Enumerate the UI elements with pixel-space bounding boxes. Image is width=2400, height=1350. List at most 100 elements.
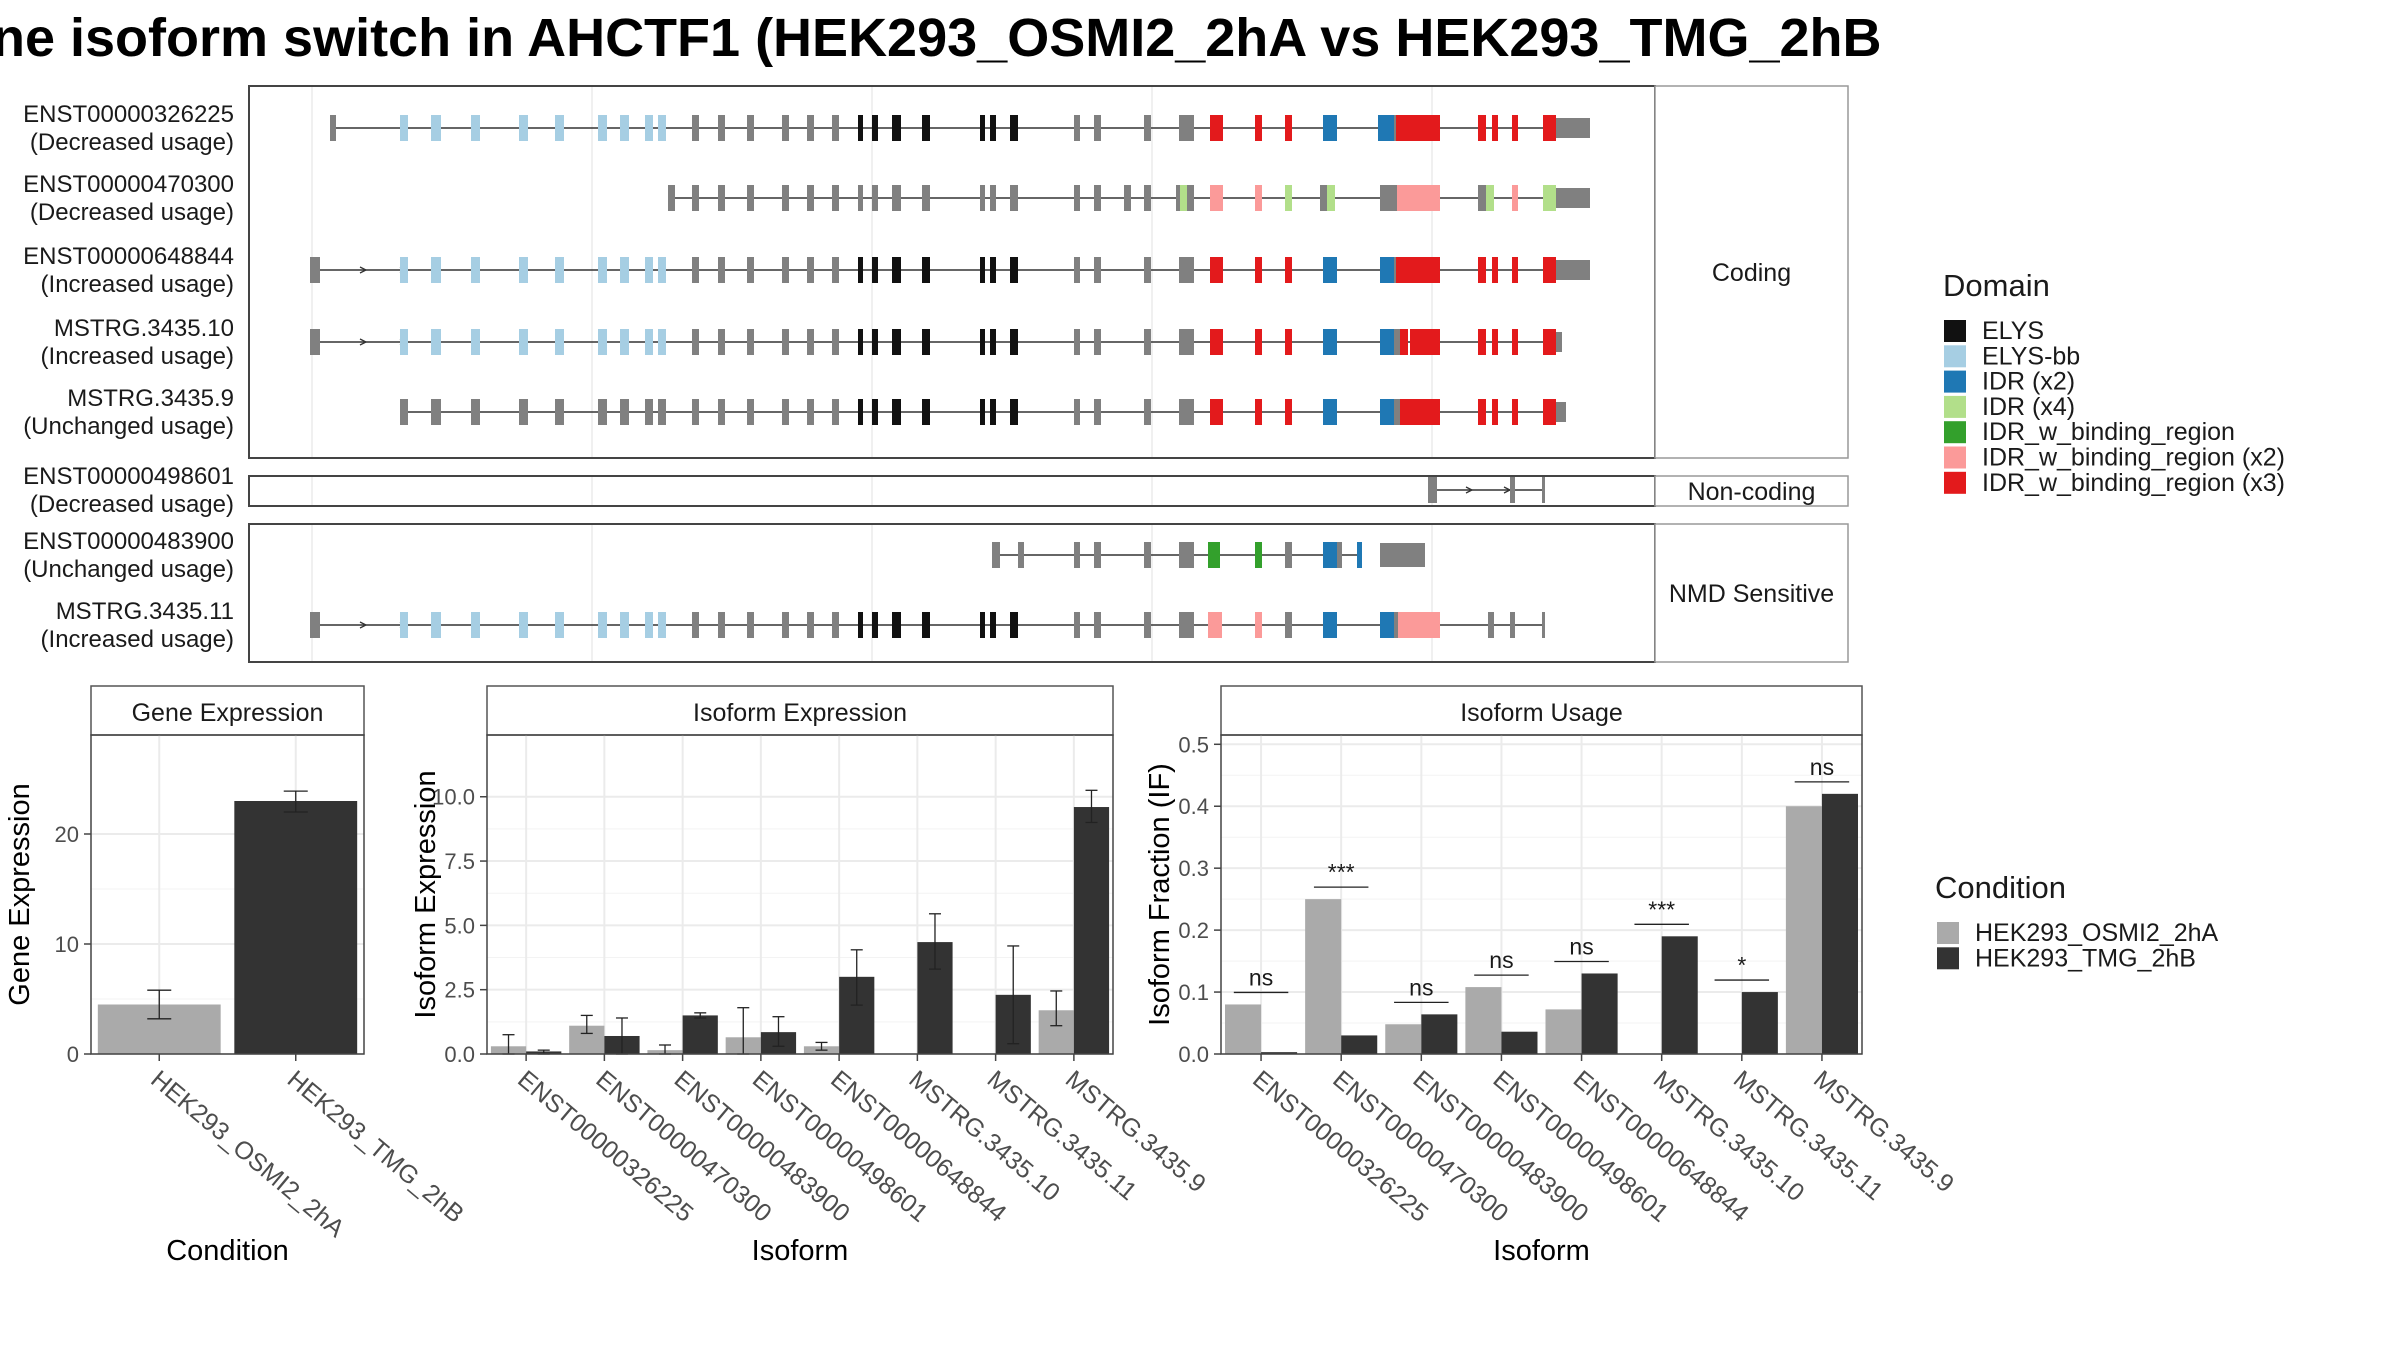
- chart-title: Gene Expression: [132, 699, 324, 727]
- exon: [555, 115, 564, 141]
- exon: [1396, 115, 1440, 141]
- exon: [1074, 257, 1080, 283]
- exon: [1394, 329, 1400, 355]
- isoform-structure-plot: Coding Non-coding NMD Sensitive ENST0000032…: [23, 85, 1849, 663]
- exon: [1543, 257, 1556, 283]
- exon: [1486, 185, 1494, 211]
- isoform-track: ENST00000326225(Decreased usage): [23, 101, 1590, 156]
- exon: [1400, 329, 1408, 355]
- exon: [598, 115, 607, 141]
- legend-swatch: [1944, 395, 1966, 418]
- exon: [1285, 542, 1292, 568]
- exon: [718, 329, 725, 355]
- exon: [310, 329, 320, 355]
- exon: [1144, 399, 1151, 425]
- exon: [471, 115, 480, 141]
- legend-swatch: [1944, 421, 1966, 444]
- significance-label: ns: [1489, 947, 1513, 973]
- exon: [922, 399, 930, 425]
- exon: [431, 612, 441, 638]
- strand-arrow: [1465, 486, 1474, 494]
- exon: [782, 329, 789, 355]
- exon: [990, 399, 996, 425]
- exon: [1543, 329, 1556, 355]
- isoform-name-label: MSTRG.3435.11: [56, 598, 234, 625]
- significance-label: ns: [1810, 754, 1834, 780]
- exon: [832, 115, 839, 141]
- panel-strip-label: Coding: [1712, 259, 1791, 287]
- legend-swatch: [1944, 370, 1966, 393]
- y-tick-label: 2.5: [444, 978, 475, 1003]
- exon: [692, 185, 699, 211]
- exon: [1492, 329, 1498, 355]
- exon: [922, 185, 930, 211]
- y-tick-label: 0.3: [1178, 856, 1209, 881]
- panel-frame: [248, 85, 1656, 459]
- exon: [892, 115, 901, 141]
- exon: [310, 612, 320, 638]
- isoform-usage-label: (Increased usage): [41, 343, 234, 370]
- exon: [1255, 329, 1262, 355]
- exon: [1179, 612, 1194, 638]
- exon: [620, 399, 629, 425]
- bar: [1785, 806, 1822, 1054]
- exon: [1144, 185, 1151, 211]
- exon: [1428, 477, 1437, 503]
- exon: [1556, 118, 1590, 138]
- exon: [555, 329, 564, 355]
- isoform-usage-label: (Decreased usage): [30, 199, 234, 226]
- exon: [832, 185, 839, 211]
- chart-panel: Isoform Expression0.02.55.07.510.0Isofor…: [410, 685, 1211, 1267]
- exon: [980, 399, 985, 425]
- panel-strip: [1654, 523, 1849, 663]
- exon: [1323, 257, 1337, 283]
- isoform-track: ENST00000470300(Decreased usage): [23, 171, 1590, 226]
- exon: [747, 399, 754, 425]
- exon: [1510, 477, 1515, 503]
- y-tick-label: 7.5: [444, 849, 475, 874]
- isoform-track: MSTRG.3435.10(Increased usage): [41, 315, 1562, 370]
- exon: [645, 612, 653, 638]
- y-axis-label: Gene Expression: [4, 783, 36, 1005]
- y-axis-label: Isoform Expression: [410, 770, 442, 1018]
- y-tick-label: 0.5: [1178, 732, 1209, 757]
- isoform-usage-label: (Unchanged usage): [23, 556, 234, 583]
- chart-title: Isoform Expression: [693, 699, 907, 727]
- significance-label: ns: [1249, 964, 1273, 990]
- exon: [658, 115, 666, 141]
- exon: [1394, 612, 1398, 638]
- exon: [1543, 185, 1556, 211]
- exon: [1492, 257, 1498, 283]
- exon: [1323, 542, 1337, 568]
- exon: [431, 115, 441, 141]
- exon: [658, 329, 666, 355]
- domain-legend-title: Domain: [1943, 268, 2050, 303]
- chart-title: Isoform Usage: [1460, 699, 1623, 727]
- exon: [782, 399, 789, 425]
- exon: [1380, 257, 1394, 283]
- isoform-name-label: ENST00000483900: [23, 528, 234, 555]
- exon: [718, 115, 725, 141]
- exon: [1512, 185, 1518, 211]
- exon: [1094, 399, 1101, 425]
- domain-legend-label: IDR (x2): [1982, 368, 2075, 396]
- exon: [400, 329, 408, 355]
- isoform-name-label: MSTRG.3435.9: [67, 385, 234, 412]
- exon: [747, 612, 754, 638]
- exon: [1144, 542, 1151, 568]
- exon: [1210, 399, 1223, 425]
- chart-frame: [486, 734, 1114, 1055]
- isoform-usage-label: (Decreased usage): [30, 491, 234, 518]
- chart-strip: [486, 685, 1114, 736]
- exon: [1556, 402, 1566, 422]
- legend-swatch: [1937, 922, 1959, 944]
- exon: [431, 329, 441, 355]
- exon: [1478, 399, 1486, 425]
- exon: [1410, 329, 1440, 355]
- exon: [471, 257, 480, 283]
- significance-label: ***: [1648, 896, 1675, 922]
- bar: [1261, 1052, 1298, 1054]
- exon: [400, 612, 408, 638]
